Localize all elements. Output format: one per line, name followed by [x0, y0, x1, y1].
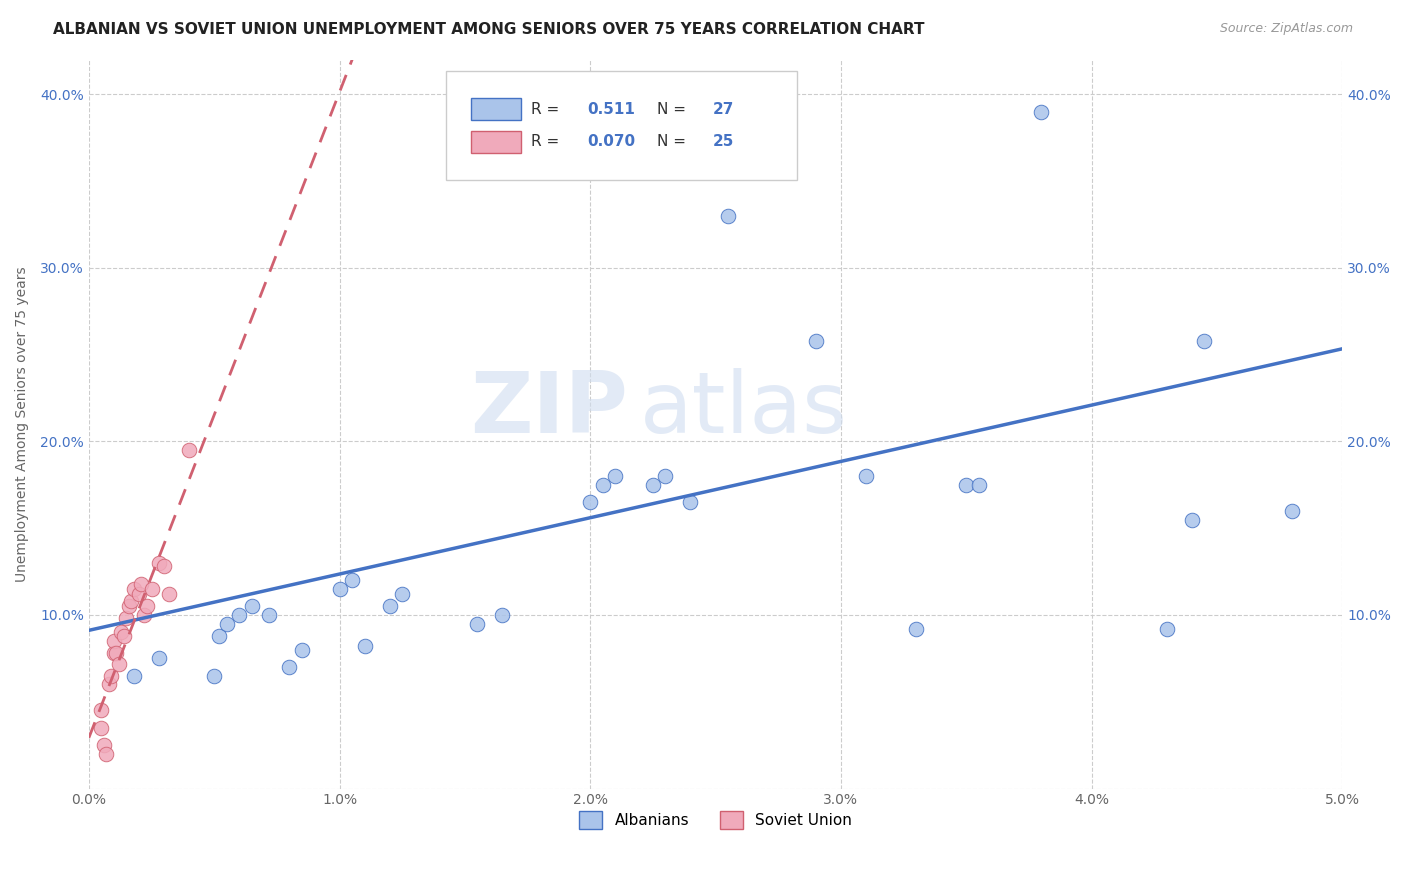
Point: [228, 607, 250, 622]
Point: [215, 616, 238, 631]
Point: [105, 646, 128, 660]
Point: [353, 639, 375, 653]
Point: [90, 703, 112, 717]
Point: [179, 443, 201, 458]
Point: [131, 576, 153, 591]
Point: [328, 582, 350, 596]
Point: [100, 669, 122, 683]
Point: [579, 495, 602, 509]
Point: [202, 669, 225, 683]
Point: [90, 721, 112, 735]
Point: [717, 209, 740, 223]
Point: [516, 113, 538, 128]
Point: [905, 622, 928, 636]
Point: [1156, 622, 1178, 636]
Point: [141, 582, 163, 596]
Point: [110, 625, 132, 640]
Text: 27: 27: [713, 102, 734, 117]
Point: [148, 651, 170, 665]
FancyBboxPatch shape: [446, 70, 797, 180]
Legend: Albanians, Soviet Union: Albanians, Soviet Union: [574, 805, 858, 836]
Point: [855, 469, 877, 483]
Point: [967, 478, 990, 492]
Point: [121, 594, 143, 608]
Point: [605, 469, 627, 483]
Text: 25: 25: [713, 135, 734, 150]
Point: [804, 334, 827, 348]
Point: [378, 599, 401, 614]
Text: Source: ZipAtlas.com: Source: ZipAtlas.com: [1219, 22, 1353, 36]
Point: [132, 607, 155, 622]
Point: [103, 646, 125, 660]
Point: [240, 599, 263, 614]
Point: [628, 157, 651, 171]
Point: [641, 478, 664, 492]
Point: [259, 607, 281, 622]
Text: ALBANIAN VS SOVIET UNION UNEMPLOYMENT AMONG SENIORS OVER 75 YEARS CORRELATION CH: ALBANIAN VS SOVIET UNION UNEMPLOYMENT AM…: [53, 22, 925, 37]
Point: [278, 660, 301, 674]
Point: [108, 657, 131, 671]
Point: [96, 747, 118, 761]
Text: R =: R =: [531, 102, 564, 117]
FancyBboxPatch shape: [471, 131, 522, 153]
Point: [128, 587, 150, 601]
Text: atlas: atlas: [640, 368, 848, 451]
Text: 0.070: 0.070: [588, 135, 636, 150]
Point: [115, 611, 138, 625]
Text: ZIP: ZIP: [470, 368, 628, 451]
Point: [654, 469, 676, 483]
Point: [340, 574, 363, 588]
Point: [592, 478, 614, 492]
Point: [153, 559, 176, 574]
Point: [1194, 334, 1216, 348]
Text: N =: N =: [657, 135, 690, 150]
FancyBboxPatch shape: [471, 98, 522, 120]
Point: [679, 495, 702, 509]
Point: [1031, 104, 1053, 119]
Text: R =: R =: [531, 135, 564, 150]
Y-axis label: Unemployment Among Seniors over 75 years: Unemployment Among Seniors over 75 years: [15, 266, 30, 582]
Point: [208, 629, 231, 643]
Point: [118, 599, 141, 614]
Point: [391, 587, 413, 601]
Point: [93, 738, 115, 752]
Point: [467, 616, 489, 631]
Point: [103, 634, 125, 648]
Point: [291, 642, 314, 657]
Point: [112, 629, 135, 643]
Point: [491, 607, 513, 622]
Text: N =: N =: [657, 102, 690, 117]
Point: [1181, 512, 1204, 526]
Point: [122, 669, 145, 683]
Point: [97, 677, 120, 691]
Text: 0.511: 0.511: [588, 102, 636, 117]
Point: [955, 478, 977, 492]
Point: [1281, 504, 1303, 518]
Point: [157, 587, 180, 601]
Point: [135, 599, 157, 614]
Point: [148, 556, 170, 570]
Point: [122, 582, 145, 596]
